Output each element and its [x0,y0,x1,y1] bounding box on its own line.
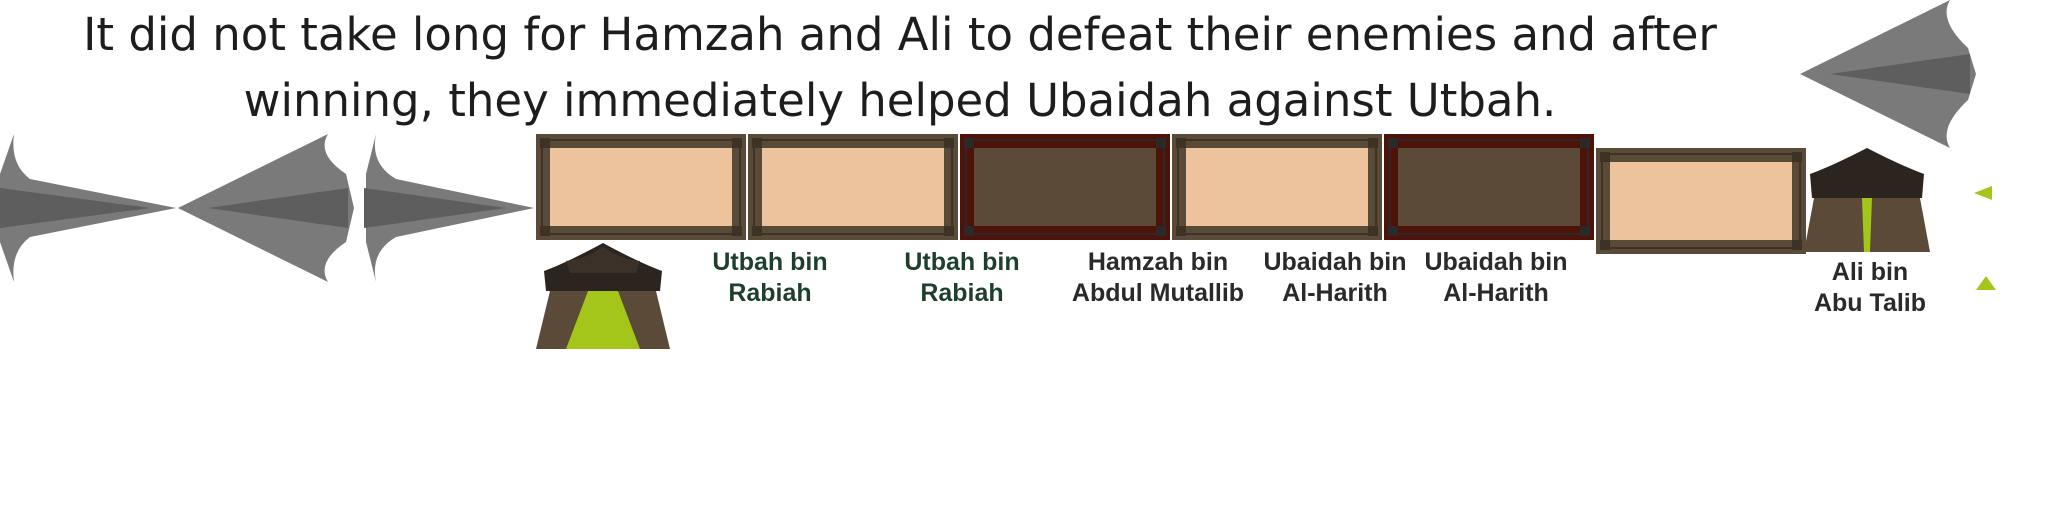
triangle-pointer-icon[interactable] [1974,186,1994,200]
slot-frame[interactable] [1384,134,1594,240]
slot-label: Utbah bin Rabiah [904,248,1020,307]
slot-label: Ubaidah bin Al-Harith [1263,248,1407,307]
tent-icon[interactable] [536,243,670,349]
triangle-pointer-icon[interactable] [1976,276,1996,290]
slot-frame[interactable] [1172,134,1382,240]
slot-frame[interactable] [960,134,1170,240]
slot-label: Utbah bin Rabiah [712,248,828,307]
slot-frame[interactable] [1596,148,1806,254]
arrow-icon[interactable] [356,134,536,282]
slot-label: Ubaidah bin Al-Harith [1424,248,1568,307]
narration-text: It did not take long for Hamzah and Ali … [83,8,1717,127]
arrow-icon[interactable] [0,134,180,282]
slot-frame[interactable] [748,134,958,240]
slot-label: Hamzah bin Abdul Mutallib [1071,248,1245,307]
tent-label-ali: Ali bin Abu Talib [1813,258,1927,317]
arrow-icon[interactable] [178,134,358,282]
tent-icon[interactable] [1800,148,1934,252]
slot-frame[interactable] [536,134,746,240]
arrow-icon[interactable] [1800,0,1980,148]
